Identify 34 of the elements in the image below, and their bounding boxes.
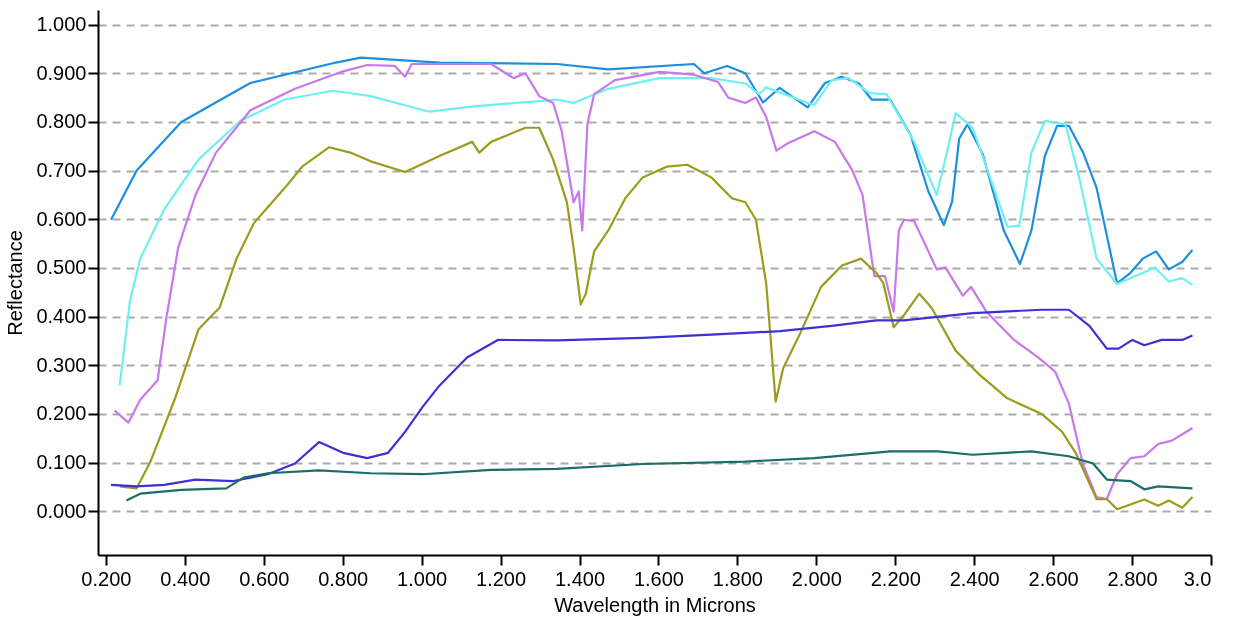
x-tick-label: 1.800 — [712, 567, 763, 590]
x-tick-label: 1.600 — [633, 567, 684, 590]
x-tick-label: 2.400 — [949, 567, 1000, 590]
x-tick-label: 2.000 — [791, 567, 842, 590]
x-tick-label: 2.200 — [870, 567, 921, 590]
line-series — [118, 126, 1194, 511]
y-tick-label: 0.200 — [36, 402, 87, 425]
y-tick-label: 0.900 — [36, 61, 87, 84]
line-series — [109, 308, 1194, 488]
line-series — [113, 62, 1194, 501]
x-tick-label: 3.0 — [1183, 567, 1212, 590]
y-tick-label: 0.400 — [36, 305, 87, 328]
x-tick-label: 2.600 — [1028, 567, 1079, 590]
x-tick-label: 1.400 — [554, 567, 606, 590]
x-tick-label: 1.200 — [476, 567, 527, 590]
x-axis-title: Wavelength in Microns — [554, 593, 756, 616]
x-tick-label: 0.600 — [239, 567, 290, 590]
x-tick-label: 2.800 — [1107, 567, 1158, 590]
y-tick-label: 1.000 — [36, 13, 87, 36]
y-tick-label: 0.500 — [36, 256, 87, 279]
line-series — [125, 450, 1194, 502]
x-tick-label: 0.200 — [81, 567, 132, 590]
y-tick-label: 0.600 — [36, 207, 87, 230]
y-axis-title: Reflectance — [4, 230, 27, 336]
x-tick-label: 0.400 — [160, 567, 211, 590]
line-series — [109, 56, 1194, 285]
x-tick-label: 0.800 — [318, 567, 369, 590]
y-tick-label: 0.800 — [36, 110, 87, 133]
y-tick-label: 0.300 — [36, 353, 87, 376]
y-tick-label: 0.000 — [36, 499, 87, 522]
line-series — [118, 77, 1194, 387]
x-tick-label: 1.000 — [397, 567, 448, 590]
y-tick-label: 0.100 — [36, 451, 87, 474]
y-tick-label: 0.700 — [36, 159, 87, 182]
